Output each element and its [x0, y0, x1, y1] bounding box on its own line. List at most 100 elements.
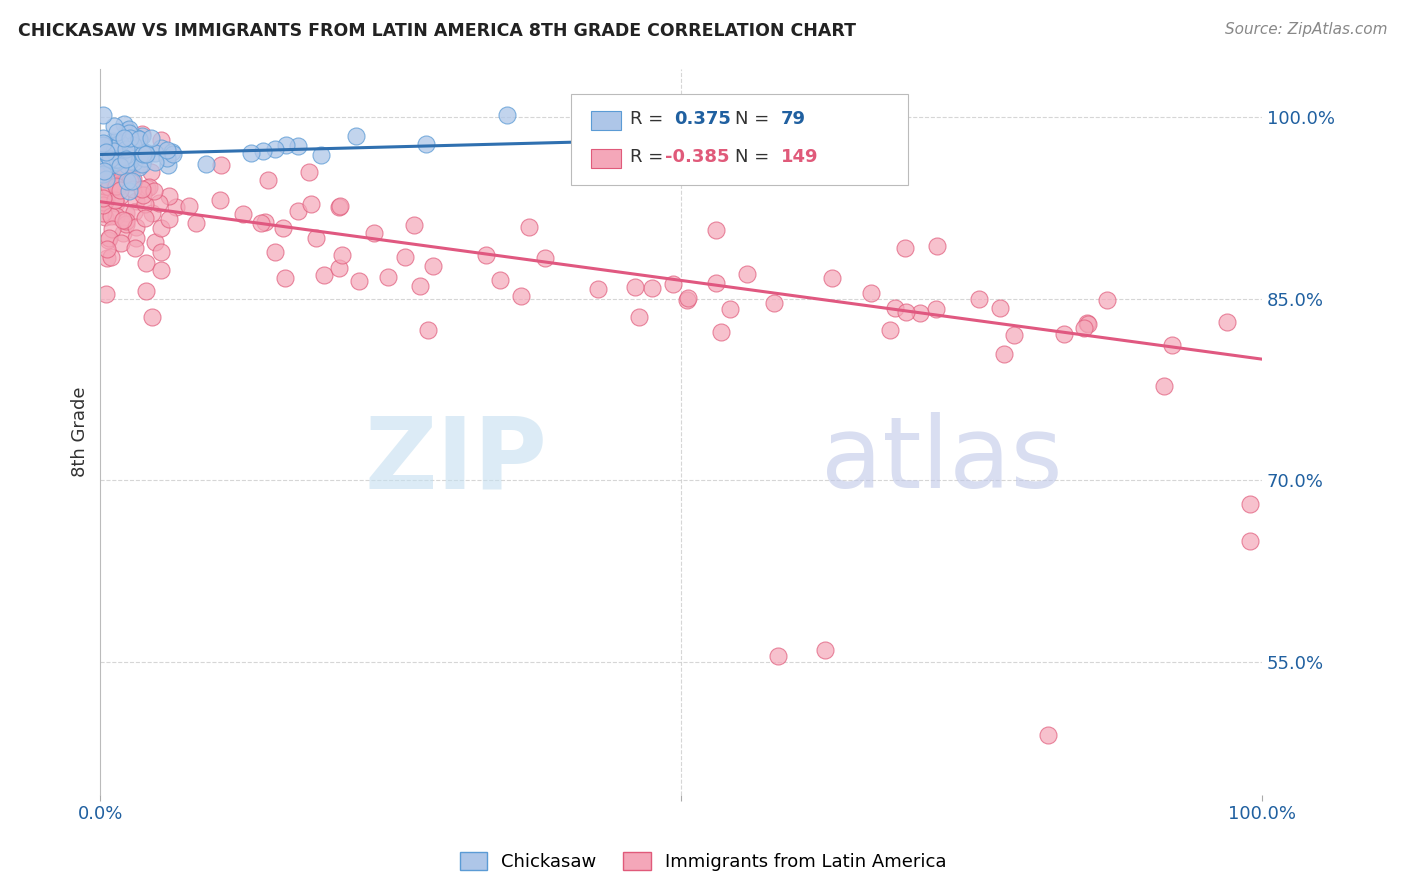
Point — [157, 158, 180, 172]
Point — [127, 142, 149, 156]
Point — [112, 117, 135, 131]
Point — [157, 211, 180, 226]
Point — [110, 236, 132, 251]
Point — [496, 107, 519, 121]
Point — [588, 282, 610, 296]
Point — [112, 168, 135, 182]
Point — [132, 151, 155, 165]
Point — [148, 195, 170, 210]
Point — [1076, 316, 1098, 330]
Point — [101, 157, 124, 171]
Point — [232, 207, 254, 221]
Point — [156, 152, 179, 166]
Point — [124, 194, 146, 208]
Point — [114, 142, 136, 156]
Point — [97, 233, 120, 247]
Point — [107, 153, 129, 167]
Point — [253, 215, 276, 229]
Point — [111, 213, 134, 227]
Point — [394, 251, 416, 265]
Point — [704, 276, 727, 290]
Point — [377, 270, 399, 285]
Point — [309, 148, 332, 162]
Point — [135, 147, 157, 161]
Point — [107, 144, 129, 158]
Point — [104, 138, 127, 153]
Point — [132, 187, 155, 202]
Point — [149, 132, 172, 146]
Point — [894, 241, 917, 255]
Point — [110, 189, 132, 203]
Point — [118, 122, 141, 136]
Point — [114, 147, 136, 161]
Point — [107, 180, 129, 194]
Point — [103, 119, 125, 133]
Point — [117, 174, 139, 188]
Point — [156, 143, 179, 157]
Point — [418, 323, 440, 337]
Point — [179, 199, 201, 213]
Point — [1036, 727, 1059, 741]
Point — [150, 221, 173, 235]
Point — [150, 141, 173, 155]
Point — [125, 219, 148, 234]
Point — [766, 648, 789, 663]
Point — [91, 138, 114, 153]
Point — [967, 293, 990, 307]
Point — [121, 172, 143, 186]
Point — [104, 193, 127, 207]
Point — [328, 200, 350, 214]
Point — [105, 124, 128, 138]
Point — [136, 181, 159, 195]
Text: atlas: atlas — [821, 412, 1062, 509]
Point — [96, 252, 118, 266]
Point — [735, 267, 758, 281]
Text: R =: R = — [630, 110, 669, 128]
Point — [96, 138, 118, 153]
Point — [112, 141, 135, 155]
Point — [141, 206, 163, 220]
Point — [165, 200, 187, 214]
Point — [704, 223, 727, 237]
Point — [883, 301, 905, 315]
Point — [91, 107, 114, 121]
Point — [623, 280, 645, 294]
Point — [993, 347, 1015, 361]
Point — [110, 136, 132, 150]
Point — [101, 222, 124, 236]
Point — [312, 268, 335, 282]
Point — [107, 166, 129, 180]
Point — [131, 157, 153, 171]
Point — [409, 278, 432, 293]
Point — [125, 140, 148, 154]
Point — [112, 134, 135, 148]
Text: N =: N = — [734, 110, 775, 128]
Point — [114, 214, 136, 228]
Point — [534, 251, 557, 265]
Point — [143, 145, 166, 160]
Point — [1095, 293, 1118, 307]
Point — [112, 131, 135, 145]
Point — [1216, 315, 1239, 329]
Point — [662, 277, 685, 291]
Point — [103, 177, 125, 191]
Point — [925, 239, 948, 253]
Point — [115, 152, 138, 166]
Point — [115, 122, 138, 136]
Bar — [591, 112, 620, 130]
Point — [134, 196, 156, 211]
Legend: Chickasaw, Immigrants from Latin America: Chickasaw, Immigrants from Latin America — [453, 845, 953, 879]
Point — [675, 293, 697, 308]
Point — [122, 204, 145, 219]
Point — [93, 163, 115, 178]
Point — [108, 141, 131, 155]
Point — [142, 184, 165, 198]
Point — [91, 152, 114, 166]
Point — [141, 310, 163, 324]
Point — [240, 146, 263, 161]
Point — [98, 152, 121, 166]
Point — [404, 219, 426, 233]
Point — [128, 160, 150, 174]
Point — [141, 165, 163, 179]
Point — [122, 154, 145, 169]
